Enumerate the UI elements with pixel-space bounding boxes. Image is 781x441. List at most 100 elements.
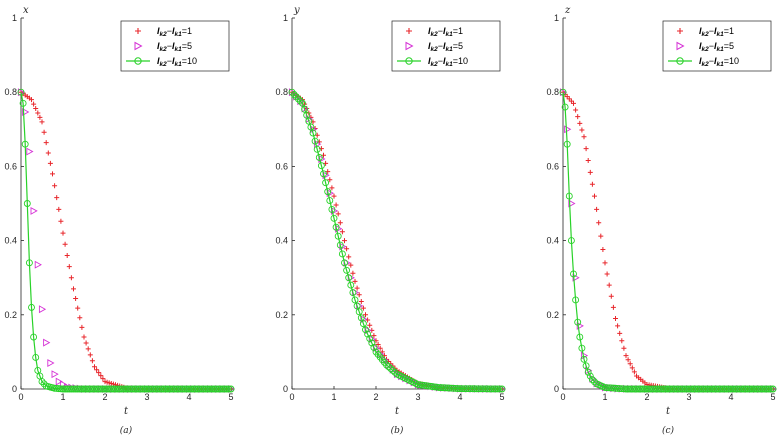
y-tick-label: 0.6 — [275, 161, 288, 171]
data-point — [342, 238, 347, 244]
x-tick-label: 0 — [18, 392, 23, 402]
legend-var: I — [714, 56, 717, 66]
data-point — [356, 292, 362, 298]
data-point — [571, 100, 576, 106]
legend-text: =1 — [182, 26, 192, 36]
data-point — [610, 304, 616, 310]
data-point — [387, 365, 395, 373]
legend-var: I — [714, 26, 717, 36]
x-axis-label: t — [666, 406, 671, 417]
data-point — [66, 264, 72, 270]
legend-var: I — [443, 56, 446, 66]
x-tick-label: 5 — [499, 392, 504, 402]
y-tick-label: 1 — [554, 13, 559, 23]
data-point — [28, 303, 35, 311]
data-point — [23, 200, 31, 207]
legend-label: Ik2−Ik1=10 — [157, 56, 197, 68]
legend-var: I — [428, 26, 431, 36]
data-point — [627, 361, 633, 367]
x-tick-label: 1 — [331, 392, 336, 402]
data-point — [19, 99, 27, 107]
data-point — [303, 111, 311, 119]
x-tick-label: 2 — [373, 392, 378, 402]
legend-subscript: k2 — [160, 31, 168, 38]
data-point — [30, 206, 38, 215]
data-point — [564, 125, 572, 134]
legend-entry: Ik2−Ik1=5 — [134, 41, 192, 53]
x-tick-label: 2 — [102, 392, 107, 402]
data-point — [100, 376, 106, 382]
legend-marker — [676, 57, 684, 65]
data-point — [294, 95, 302, 103]
y-tick-label: 0 — [554, 384, 559, 394]
legend-text: − — [438, 41, 443, 51]
x-tick-label: 5 — [770, 392, 775, 402]
data-point — [579, 127, 585, 133]
data-point — [326, 197, 334, 204]
legend-subscript: k1 — [717, 46, 725, 53]
x-tick-label: 3 — [686, 392, 691, 402]
legend-entry: Ik2−Ik1=1 — [135, 26, 192, 38]
data-point — [592, 193, 597, 199]
data-point — [621, 345, 627, 351]
legend-text: =10 — [182, 56, 197, 66]
data-point — [62, 241, 68, 247]
data-point — [598, 233, 604, 239]
data-point — [31, 101, 37, 107]
data-point — [64, 252, 70, 258]
data-point — [362, 326, 369, 334]
y-tick-label: 1 — [283, 13, 288, 23]
data-point — [75, 305, 81, 311]
data-point — [578, 344, 586, 352]
data-point — [358, 298, 364, 304]
y-tick-label: 0 — [12, 384, 17, 394]
legend-var: I — [157, 56, 160, 66]
data-point — [572, 296, 580, 304]
series-2 — [288, 88, 507, 393]
data-point — [332, 223, 340, 231]
data-point — [320, 170, 327, 178]
legend-label: Ik2−Ik1=5 — [157, 41, 192, 53]
data-point — [375, 341, 381, 347]
legend-label: Ik2−Ik1=10 — [699, 56, 739, 68]
legend-var: I — [443, 41, 446, 51]
legend-text: − — [167, 56, 172, 66]
data-point — [94, 367, 100, 373]
data-point — [52, 183, 58, 189]
data-point — [58, 218, 64, 224]
series-2 — [559, 88, 778, 393]
data-point — [345, 274, 353, 282]
data-point — [600, 247, 606, 253]
panel-a: 0 1 2 3 4 500.20.40.60.81xt(a)Ik2−Ik1=1Ik2−Ik… — [4, 5, 236, 436]
data-point — [613, 316, 618, 322]
data-point — [363, 312, 368, 318]
data-point — [326, 189, 334, 198]
legend-box — [120, 20, 230, 72]
legend-var: I — [172, 41, 175, 51]
y-axis-label: z — [564, 5, 571, 16]
data-point — [602, 260, 608, 266]
series-3 — [288, 88, 506, 393]
data-point — [85, 346, 91, 352]
series-1 — [18, 89, 234, 392]
data-point — [563, 140, 571, 148]
data-point — [383, 361, 390, 369]
legend-subscript: k1 — [717, 61, 725, 68]
legend-text: =10 — [724, 56, 739, 66]
x-axis-label: t — [395, 406, 400, 417]
legend-subscript: k1 — [717, 31, 725, 38]
data-point — [73, 295, 79, 301]
data-point — [587, 169, 593, 175]
data-point — [81, 334, 87, 340]
data-point — [38, 378, 46, 386]
data-point — [585, 157, 591, 163]
data-point — [339, 229, 345, 235]
legend-var: I — [714, 41, 717, 51]
y-tick-label: 0.4 — [546, 236, 559, 246]
data-point — [355, 308, 363, 316]
legend-marker — [134, 41, 143, 51]
data-point — [317, 162, 325, 170]
data-point — [296, 97, 304, 105]
data-point — [311, 137, 319, 145]
